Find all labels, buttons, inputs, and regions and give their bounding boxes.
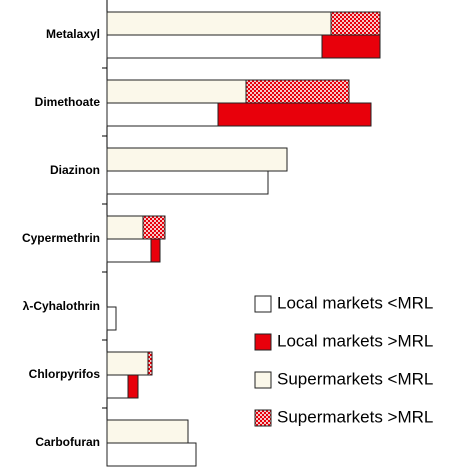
bar-segment — [106, 79, 247, 104]
category-label: Dimethoate — [35, 95, 101, 109]
legend-swatch — [254, 333, 272, 351]
category-label: λ-Cyhalothrin — [23, 299, 100, 313]
bar-segment — [330, 11, 381, 36]
bar-segment — [106, 442, 197, 467]
bar-segment — [106, 102, 219, 127]
bar-segment — [321, 34, 381, 59]
bar-segment — [106, 419, 189, 444]
bar-segment — [106, 170, 269, 195]
category-label: Chlorpyrifos — [29, 367, 101, 381]
category-label: Cypermethrin — [22, 231, 100, 245]
bar-segment — [127, 374, 139, 399]
legend-swatch — [254, 295, 272, 313]
bar-segment — [245, 79, 350, 104]
legend-label: Supermarkets <MRL — [277, 369, 433, 388]
legend-swatch — [254, 371, 272, 389]
bar-segment — [106, 147, 288, 172]
legend-swatch — [254, 409, 272, 427]
legend-label: Local markets >MRL — [277, 331, 433, 350]
bar-segment — [106, 374, 129, 399]
bar-segment — [106, 238, 152, 263]
bar-segment — [147, 351, 153, 376]
bar-segment — [106, 351, 149, 376]
bar-segment — [142, 215, 166, 240]
category-label: Metalaxyl — [46, 27, 100, 41]
bar-segment — [106, 34, 323, 59]
bar-segment — [106, 306, 117, 331]
category-label: Diazinon — [50, 163, 100, 177]
category-label: Carbofuran — [35, 435, 100, 449]
legend-label: Local markets <MRL — [277, 293, 433, 312]
bar-segment — [106, 11, 332, 36]
bar-segment — [150, 238, 161, 263]
bar-segment — [106, 215, 144, 240]
bar-segment — [217, 102, 372, 127]
legend-label: Supermarkets >MRL — [277, 407, 433, 426]
